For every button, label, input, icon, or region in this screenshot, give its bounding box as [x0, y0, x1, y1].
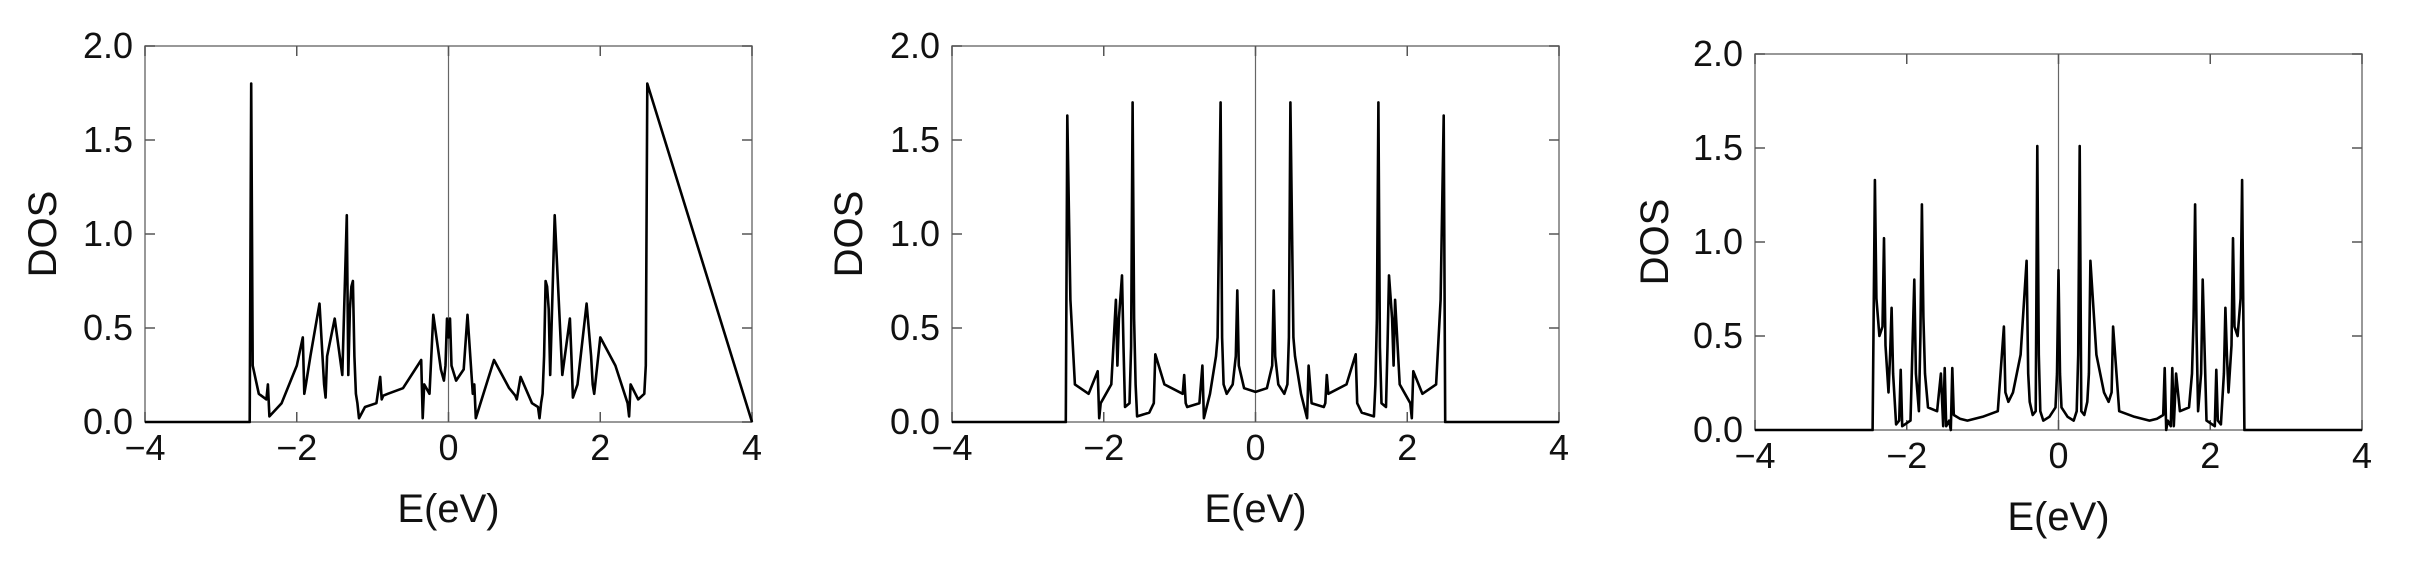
x-tick-label: 0 — [1245, 427, 1265, 468]
x-tick-label: −4 — [931, 427, 972, 468]
x-tick-label: −4 — [124, 427, 165, 468]
x-tick-label: −2 — [276, 427, 317, 468]
x-tick-label: 0 — [438, 427, 458, 468]
y-tick-label: 0.5 — [83, 307, 133, 348]
x-tick-label: 4 — [1549, 427, 1569, 468]
x-tick-label: 4 — [742, 427, 762, 468]
x-tick-label: −2 — [1083, 427, 1124, 468]
y-tick-label: 2.0 — [890, 25, 940, 66]
y-tick-label: 0.0 — [890, 401, 940, 442]
y-tick-label: 2.0 — [83, 25, 133, 66]
y-tick-label: 0.0 — [1693, 409, 1743, 450]
y-tick-label: 1.0 — [83, 213, 133, 254]
y-tick-label: 0.0 — [83, 401, 133, 442]
dos-curve — [1755, 144, 2362, 432]
y-tick-label: 1.0 — [890, 213, 940, 254]
x-tick-label: 2 — [2200, 435, 2220, 476]
y-axis-label: DOS — [1633, 199, 1677, 286]
dos-curve — [145, 82, 754, 424]
dos-panel-2: −4 −2 0 2 4 0.0 0.5 1.0 1.5 2.0 E(eV) DOS — [827, 25, 1569, 531]
x-tick-label: −2 — [1886, 435, 1927, 476]
x-axis-label: E(eV) — [1204, 487, 1306, 531]
y-tick-label: 0.5 — [890, 307, 940, 348]
y-axis-label: DOS — [827, 191, 871, 278]
x-tick-label: 0 — [2048, 435, 2068, 476]
y-tick-label: 1.5 — [83, 119, 133, 160]
x-tick-label: 4 — [2352, 435, 2372, 476]
x-tick-label: −4 — [1734, 435, 1775, 476]
dos-panel-3: −4 −2 0 2 4 0.0 0.5 1.0 1.5 2.0 E(eV) DOS — [1633, 33, 2372, 539]
x-tick-label: 2 — [1397, 427, 1417, 468]
y-tick-label: 2.0 — [1693, 33, 1743, 74]
x-tick-label: 2 — [590, 427, 610, 468]
y-tick-label: 1.5 — [890, 119, 940, 160]
y-tick-label: 0.5 — [1693, 315, 1743, 356]
y-axis-label: DOS — [21, 191, 65, 278]
x-axis-label: E(eV) — [2007, 495, 2109, 539]
dos-panel-1: −4 −2 0 2 4 0.0 0.5 1.0 1.5 2.0 E(eV) DOS — [21, 25, 762, 531]
y-tick-label: 1.5 — [1693, 127, 1743, 168]
dos-curve — [952, 101, 1559, 424]
y-tick-label: 1.0 — [1693, 221, 1743, 262]
x-axis-label: E(eV) — [397, 487, 499, 531]
